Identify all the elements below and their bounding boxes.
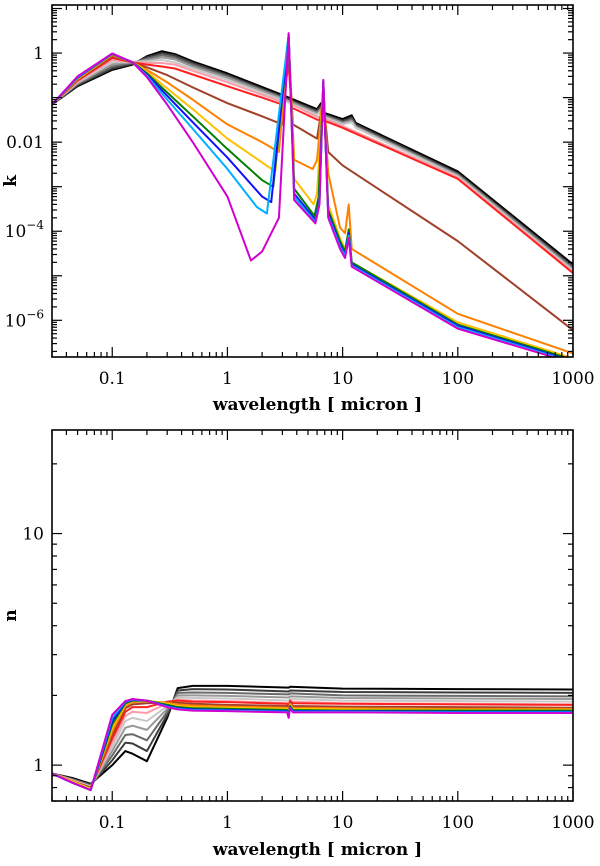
k-panel-series-gray-4 — [52, 58, 573, 272]
k-panel-series-magenta — [52, 32, 557, 357]
n-panel-series-magenta — [52, 698, 573, 792]
k-panel-x-tick-label: 1000 — [551, 369, 594, 389]
k-panel-x-tick-label: 100 — [442, 369, 474, 389]
n-panel-x-axis-title: wavelength [ micron ] — [212, 840, 422, 860]
k-panel-series-cyan — [52, 33, 560, 357]
k-panel-series-brown — [52, 48, 573, 332]
k-panel-series-yellow — [52, 35, 573, 357]
n-panel-y-axis-title: n — [1, 609, 21, 621]
n-panel-plot-frame — [51, 429, 574, 802]
k-panel-y-tick-label: 1 — [33, 44, 44, 64]
k-panel-series-gray-2 — [52, 54, 573, 269]
k-panel-series-green — [52, 35, 568, 357]
k-panel-series-blue — [52, 34, 563, 357]
k-panel-series-orange — [52, 38, 573, 355]
k-panel-y-tick-label: 0.01 — [6, 133, 44, 153]
n-panel: 0.1 1 10 100 1000 1 10 wavelength [ micron ] n — [1, 429, 595, 860]
k-panel-series-pink — [52, 58, 573, 274]
k-panel-x-tick-label: 0.1 — [99, 369, 126, 389]
k-panel-series-red — [52, 56, 573, 275]
n-panel-series-group — [52, 684, 573, 792]
n-panel-x-tick-label: 100 — [442, 813, 474, 833]
n-panel-x-tick-label: 0.1 — [99, 813, 126, 833]
n-panel-x-tick-label: 10 — [332, 813, 354, 833]
k-panel-x-axis-title: wavelength [ micron ] — [212, 395, 422, 415]
k-panel-series-gray-1 — [52, 52, 573, 268]
k-panel: 0.1 1 10 100 1000 1 0.01 10−4 10−6 wavelength [ m… — [1, 4, 595, 415]
k-panel-y-tick-label: 10−6 — [5, 307, 44, 331]
k-panel-y-axis-title: k — [1, 174, 21, 187]
n-panel-series-red — [52, 699, 573, 789]
k-panel-x-tick-label: 10 — [332, 369, 354, 389]
n-panel-x-tick-label: 1 — [222, 813, 233, 833]
n-panel-series-brown — [52, 701, 573, 789]
k-panel-series-gray-3 — [52, 56, 573, 271]
k-panel-plot-frame — [51, 4, 574, 358]
n-panel-y-tick-label: 10 — [22, 525, 44, 545]
k-panel-series-black — [52, 50, 573, 266]
n-panel-y-tick-label: 1 — [33, 756, 44, 776]
k-panel-series-group — [52, 32, 573, 357]
k-panel-x-tick-label: 1 — [222, 369, 233, 389]
k-panel-y-tick-label: 10−4 — [5, 218, 45, 242]
n-panel-x-tick-label: 1000 — [551, 813, 594, 833]
